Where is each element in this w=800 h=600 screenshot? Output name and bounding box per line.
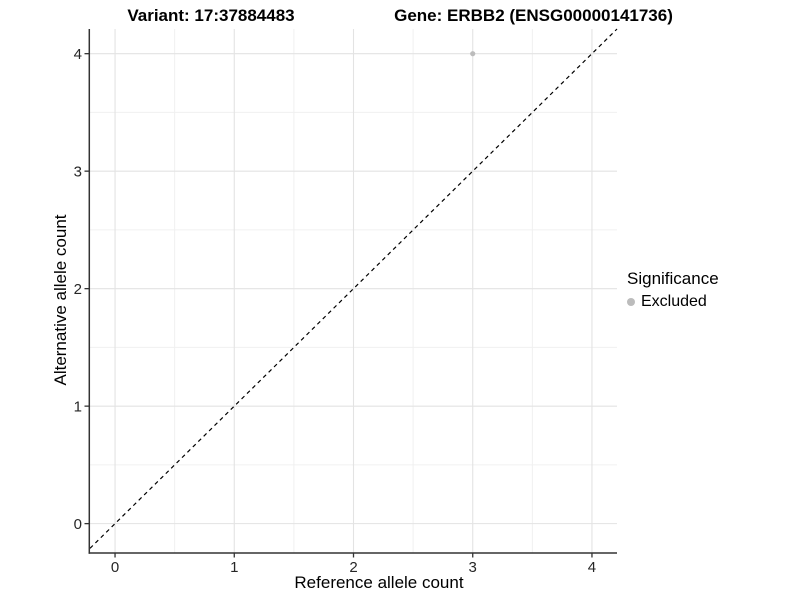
legend-item: Excluded [627,292,719,312]
x-tick-label: 0 [111,559,119,576]
legend-key-dot [627,298,635,306]
legend-title: Significance [627,269,719,288]
y-tick-label: 2 [74,281,82,298]
x-tick-label: 4 [588,559,596,576]
identity-reference-line [89,28,618,549]
x-tick-label: 1 [230,559,238,576]
legend-item-label: Excluded [641,293,707,310]
y-tick-label: 0 [74,516,82,533]
legend-items: Excluded [627,292,719,312]
gene-title: Gene: ERBB2 (ENSG00000141736) [394,6,673,25]
x-axis-title: Reference allele count [294,573,464,592]
y-tick-label: 3 [74,164,82,181]
data-point [470,51,476,57]
y-axis-title: Alternative allele count [51,214,70,386]
y-tick-label: 1 [74,399,82,416]
legend: Significance Excluded [627,269,719,312]
variant-title: Variant: 17:37884483 [127,6,295,25]
y-tick-label: 4 [74,46,82,63]
